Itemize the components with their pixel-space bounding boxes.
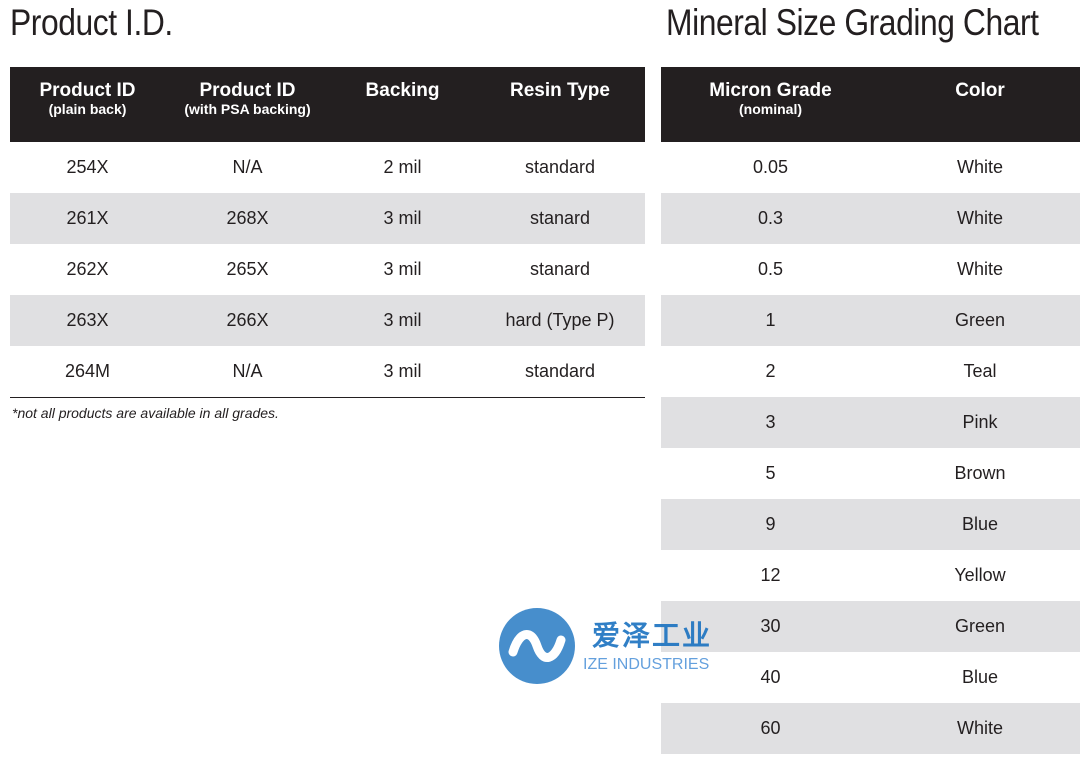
ize-industries-watermark: 爱泽工业 IZE INDUSTRIES bbox=[497, 606, 737, 690]
table-cell: 30 bbox=[661, 601, 880, 652]
table-row: 2 Teal bbox=[661, 346, 1080, 397]
table-cell: standard bbox=[524, 361, 596, 381]
column-header-sub: (with PSA backing) bbox=[184, 101, 311, 117]
column-header-psa-backing: Product ID (with PSA backing) bbox=[165, 67, 330, 142]
table-cell: hard (Type P) bbox=[475, 295, 645, 346]
table-cell: 3 bbox=[661, 397, 880, 448]
table-cell: 261X bbox=[10, 193, 165, 244]
table-cell: standard bbox=[524, 157, 596, 177]
table-header-row: Micron Grade (nominal) Color bbox=[661, 67, 1080, 142]
table-cell: 254X bbox=[66, 157, 109, 177]
table-cell: 266X bbox=[165, 295, 330, 346]
column-header-plain-back: Product ID (plain back) bbox=[10, 67, 165, 142]
table-cell: 0.05 bbox=[752, 157, 789, 177]
table-cell: 2 bbox=[765, 361, 776, 381]
column-header-color: Color bbox=[880, 67, 1080, 142]
table-cell: 40 bbox=[760, 667, 781, 687]
table-cell: 60 bbox=[661, 703, 880, 754]
table-cell: White bbox=[956, 259, 1003, 279]
column-header-sub: (plain back) bbox=[48, 101, 127, 117]
table-cell: 265X bbox=[226, 259, 269, 279]
mineral-grading-table: Micron Grade (nominal) Color 0.05 White 0… bbox=[661, 67, 1080, 754]
table-row: 254X N/A 2 mil standard bbox=[10, 142, 645, 193]
ize-logo-icon bbox=[499, 608, 575, 684]
table-cell: White bbox=[956, 157, 1003, 177]
table-cell: 3 mil bbox=[330, 295, 475, 346]
table-row: 3 Pink bbox=[661, 397, 1080, 448]
table-cell: Pink bbox=[880, 397, 1080, 448]
table-row: 0.5 White bbox=[661, 244, 1080, 295]
table-cell: White bbox=[880, 703, 1080, 754]
table-cell: Brown bbox=[954, 463, 1006, 483]
table-cell: White bbox=[880, 193, 1080, 244]
table-cell: 2 mil bbox=[383, 157, 422, 177]
table-cell: Green bbox=[880, 295, 1080, 346]
table-row: 5 Brown bbox=[661, 448, 1080, 499]
table-row: 30 Green bbox=[661, 601, 1080, 652]
table-row: 0.3 White bbox=[661, 193, 1080, 244]
table-cell: 0.5 bbox=[757, 259, 784, 279]
column-header-main: Product ID bbox=[199, 80, 296, 101]
table-row: 60 White bbox=[661, 703, 1080, 754]
table-cell: Yellow bbox=[954, 565, 1006, 585]
table-cell: stanard bbox=[529, 259, 591, 279]
table-cell: N/A bbox=[232, 157, 263, 177]
table-cell: 263X bbox=[10, 295, 165, 346]
table-cell: Green bbox=[880, 601, 1080, 652]
table-cell: N/A bbox=[232, 361, 263, 381]
table-row: 263X 266X 3 mil hard (Type P) bbox=[10, 295, 645, 346]
table-cell: 12 bbox=[760, 565, 781, 585]
table-cell: 262X bbox=[66, 259, 109, 279]
table-cell: 264M bbox=[64, 361, 111, 381]
table-cell: 268X bbox=[165, 193, 330, 244]
table-cell: Teal bbox=[963, 361, 997, 381]
table-row: 0.05 White bbox=[661, 142, 1080, 193]
table-row: 264M N/A 3 mil standard bbox=[10, 346, 645, 398]
watermark-chinese-text: 爱泽工业 bbox=[592, 619, 713, 652]
table-row: 12 Yellow bbox=[661, 550, 1080, 601]
table-row: 262X 265X 3 mil stanard bbox=[10, 244, 645, 295]
column-header-resin-type: Resin Type bbox=[475, 67, 645, 142]
mineral-grading-title: Mineral Size Grading Chart bbox=[666, 2, 1039, 43]
watermark-english-text: IZE INDUSTRIES bbox=[583, 656, 710, 673]
table-row: 261X 268X 3 mil stanard bbox=[10, 193, 645, 244]
column-header-main: Color bbox=[955, 80, 1005, 101]
table-cell: 3 mil bbox=[383, 259, 422, 279]
table-cell: 5 bbox=[765, 463, 776, 483]
column-header-main: Product ID bbox=[39, 80, 136, 101]
table-cell: 9 bbox=[661, 499, 880, 550]
table-header-row: Product ID (plain back) Product ID (with… bbox=[10, 67, 645, 142]
table-cell: Blue bbox=[961, 667, 999, 687]
table-row: 40 Blue bbox=[661, 652, 1080, 703]
table-cell: 3 mil bbox=[383, 361, 422, 381]
availability-footnote: *not all products are available in all g… bbox=[12, 405, 279, 421]
table-cell: 3 mil bbox=[330, 193, 475, 244]
table-cell: 1 bbox=[661, 295, 880, 346]
table-cell: stanard bbox=[475, 193, 645, 244]
column-header-sub: (nominal) bbox=[739, 101, 802, 117]
table-cell: Blue bbox=[880, 499, 1080, 550]
table-row: 9 Blue bbox=[661, 499, 1080, 550]
product-id-title: Product I.D. bbox=[10, 2, 173, 43]
product-id-table: Product ID (plain back) Product ID (with… bbox=[10, 67, 645, 398]
table-cell: 0.3 bbox=[661, 193, 880, 244]
column-header-main: Micron Grade bbox=[709, 80, 832, 101]
column-header-backing: Backing bbox=[330, 67, 475, 142]
table-row: 1 Green bbox=[661, 295, 1080, 346]
column-header-main: Backing bbox=[365, 80, 440, 101]
column-header-main: Resin Type bbox=[510, 80, 610, 101]
column-header-micron-grade: Micron Grade (nominal) bbox=[661, 67, 880, 142]
